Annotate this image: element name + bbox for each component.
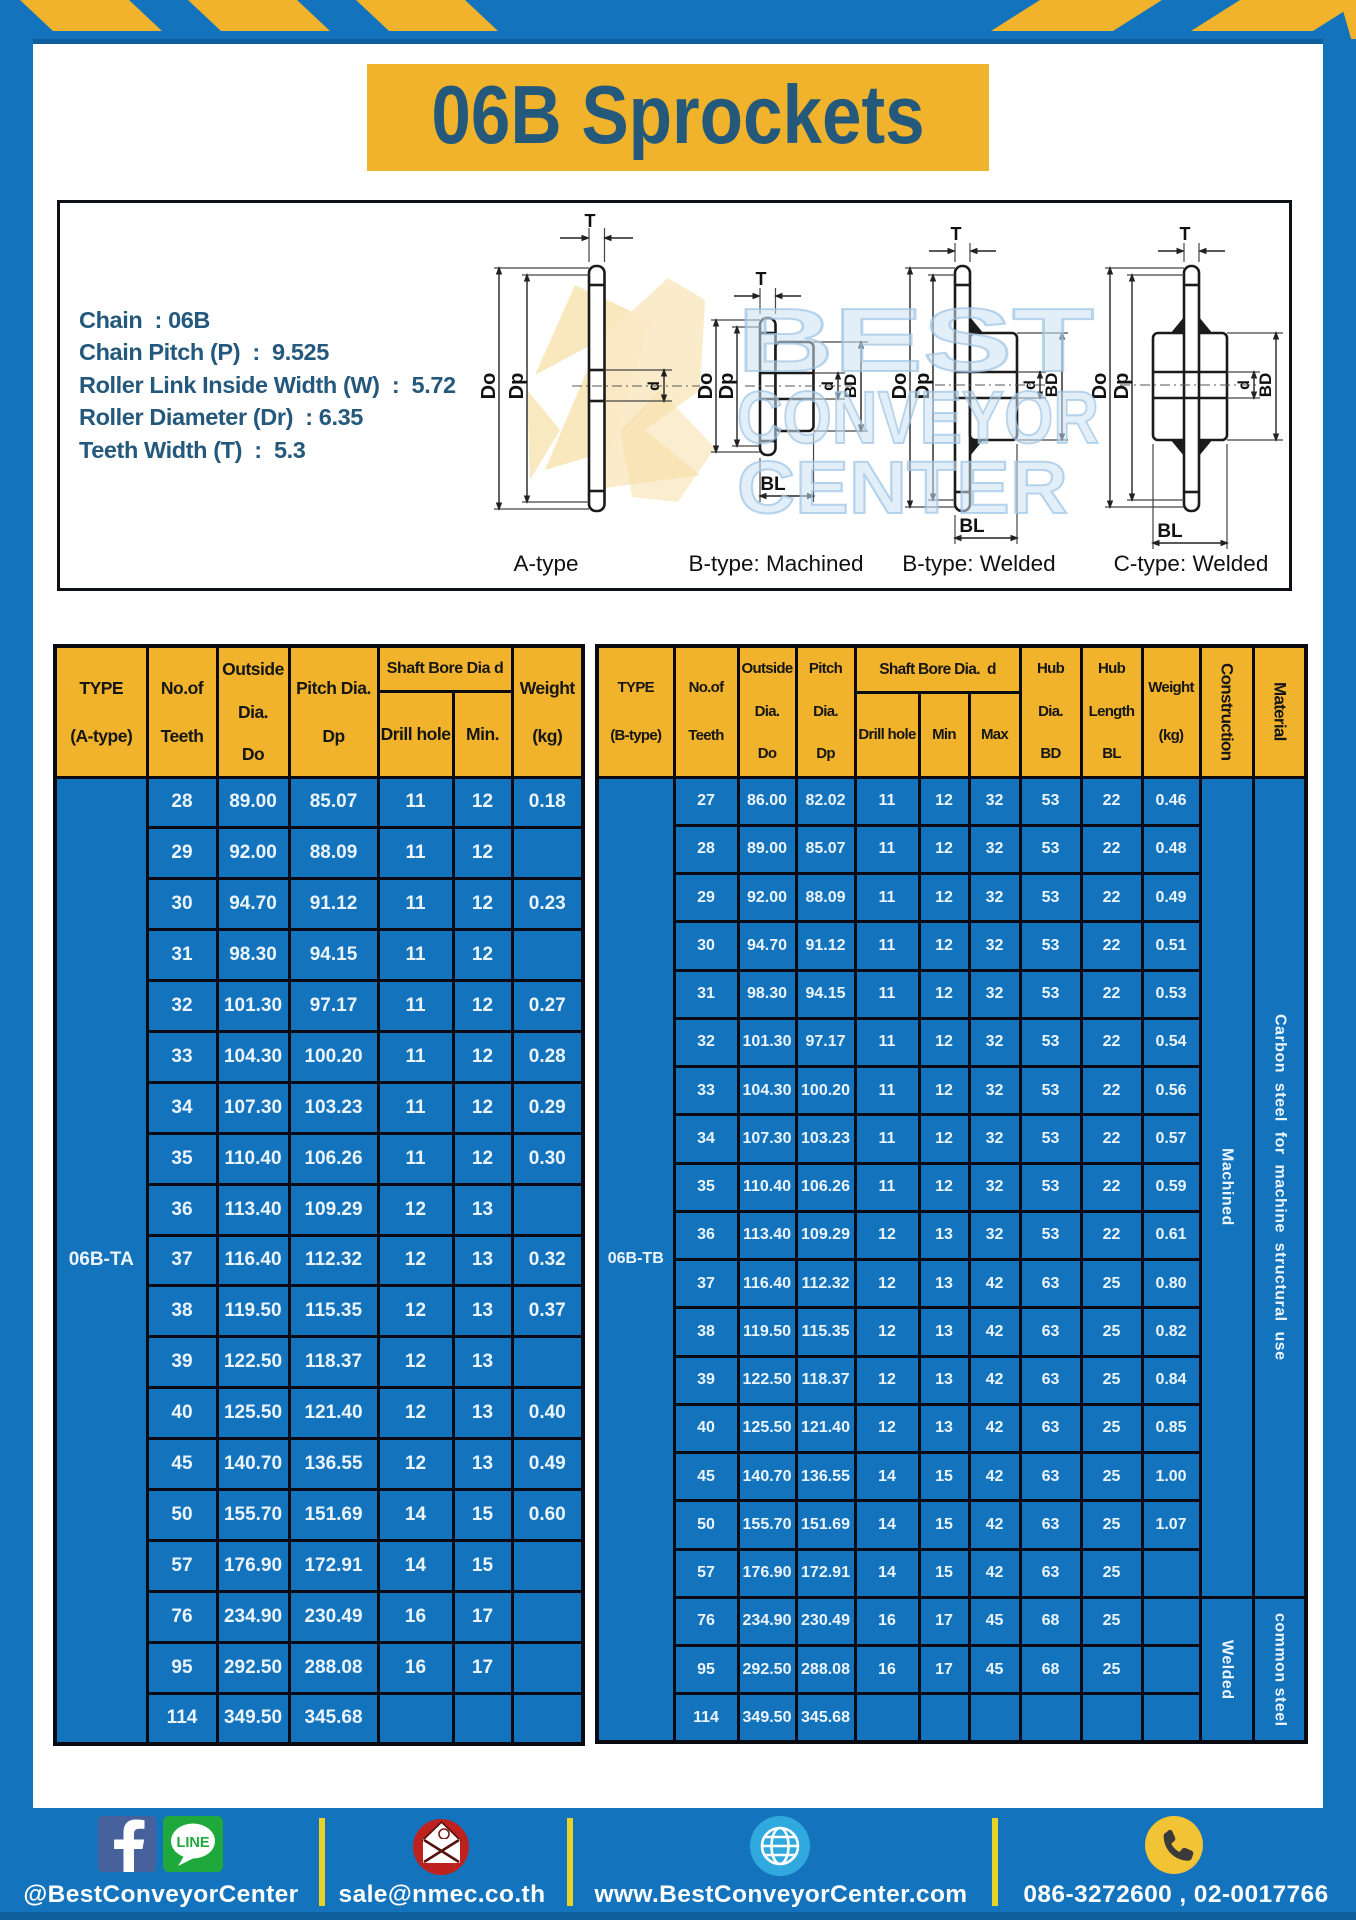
svg-text:T: T — [1180, 224, 1191, 244]
svg-text:T: T — [756, 269, 767, 289]
svg-text:BEST: BEST — [737, 291, 1094, 391]
svg-text:d: d — [1236, 380, 1253, 390]
svg-text:Dp: Dp — [912, 373, 934, 400]
svg-text:Do: Do — [695, 373, 717, 400]
svg-text:d: d — [646, 381, 663, 391]
svg-text:LINE: LINE — [176, 1835, 209, 1851]
svg-text:Do: Do — [1089, 373, 1111, 400]
svg-text:CENTER: CENTER — [737, 446, 1068, 529]
svg-text:Dp: Dp — [716, 373, 738, 400]
svg-text:BD: BD — [1256, 373, 1275, 398]
svg-text:d: d — [1022, 380, 1039, 390]
svg-text:C-type: Welded: C-type: Welded — [1114, 551, 1269, 576]
svg-text:Do: Do — [478, 373, 500, 400]
svg-text:BD: BD — [1042, 373, 1061, 398]
svg-text:CONVEYOR: CONVEYOR — [737, 376, 1099, 459]
svg-text:Do: Do — [889, 373, 911, 400]
svg-text:T: T — [585, 211, 596, 231]
svg-text:Dp: Dp — [506, 373, 528, 400]
svg-text:BL: BL — [1157, 521, 1183, 542]
svg-text:BL: BL — [760, 474, 786, 495]
svg-text:T: T — [951, 224, 962, 244]
svg-text:d: d — [820, 381, 837, 391]
svg-text:B-type: Machined: B-type: Machined — [688, 551, 863, 576]
svg-text:A-type: A-type — [513, 551, 578, 576]
svg-text:Dp: Dp — [1111, 373, 1133, 400]
svg-text:BL: BL — [959, 516, 985, 537]
svg-text:B-type: Welded: B-type: Welded — [902, 551, 1055, 576]
svg-text:BD: BD — [841, 374, 860, 399]
